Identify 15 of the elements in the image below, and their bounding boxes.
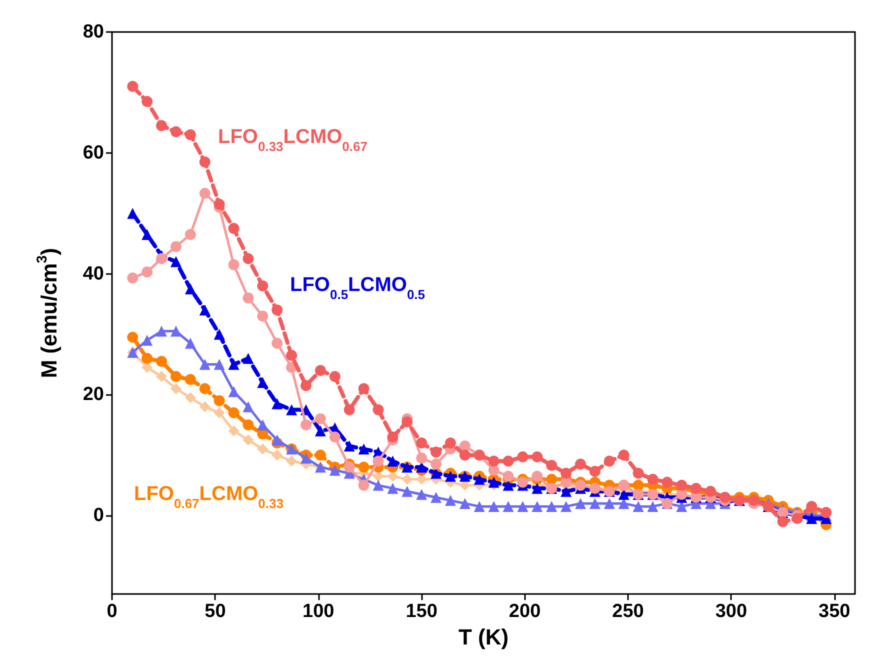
y-tick-label: 20 [82, 384, 104, 406]
y-tick-label: 40 [82, 263, 104, 284]
x-tick-label: 0 [106, 601, 118, 622]
x-tick-label: 50 [204, 601, 226, 622]
x-tick-label: 300 [715, 601, 748, 622]
x-tick-label: 250 [612, 601, 644, 622]
y-tick-label: 60 [82, 142, 104, 164]
x-tick-label: 150 [406, 601, 438, 622]
x-tick-label: 350 [818, 601, 850, 622]
y-axis-title: M (emu/cm3) [34, 248, 62, 378]
x-tick-label: 100 [302, 601, 334, 622]
x-axis-title: T (K) [458, 624, 509, 650]
y-tick-label: 0 [93, 505, 104, 526]
x-tick-label: 200 [508, 601, 541, 622]
y-tick-label: 80 [82, 22, 104, 42]
